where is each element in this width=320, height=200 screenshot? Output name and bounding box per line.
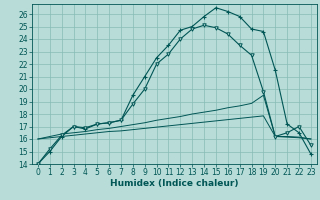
X-axis label: Humidex (Indice chaleur): Humidex (Indice chaleur) bbox=[110, 179, 239, 188]
